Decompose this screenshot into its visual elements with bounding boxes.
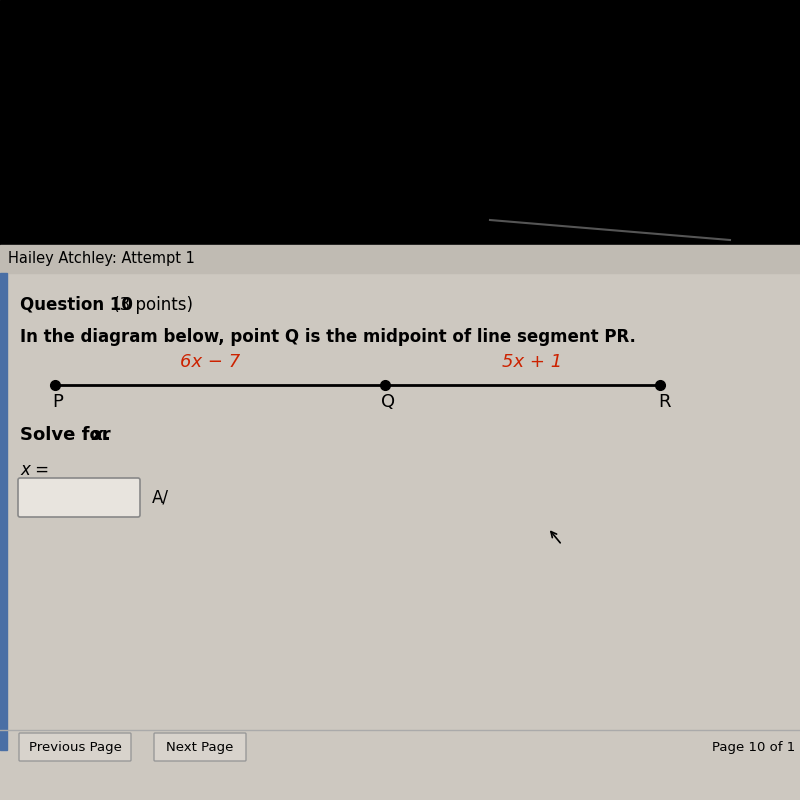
Text: .: . [103, 426, 110, 444]
Bar [0, 273, 7, 750]
Text: 5x + 1: 5x + 1 [502, 353, 562, 371]
Text: (3 points): (3 points) [108, 296, 193, 314]
Text: In the diagram below, point Q is the midpoint of line segment PR.: In the diagram below, point Q is the mid… [20, 328, 636, 346]
Text: Question 10: Question 10 [20, 296, 133, 314]
Text: x =: x = [20, 461, 49, 479]
Text: Previous Page: Previous Page [29, 741, 122, 754]
Text: Page 10 of 1: Page 10 of 1 [712, 741, 795, 754]
FancyBboxPatch shape [154, 733, 246, 761]
Text: Q: Q [381, 393, 395, 411]
Bar [0, 245, 800, 273]
Text: Solve for: Solve for [20, 426, 117, 444]
Text: A/: A/ [152, 489, 169, 507]
Text: Hailey Atchley: Attempt 1: Hailey Atchley: Attempt 1 [8, 251, 195, 266]
Text: R: R [658, 393, 670, 411]
FancyBboxPatch shape [18, 478, 140, 517]
Text: P: P [52, 393, 63, 411]
Text: Next Page: Next Page [166, 741, 234, 754]
Text: 6x − 7: 6x − 7 [180, 353, 240, 371]
Text: x: x [92, 426, 104, 444]
FancyBboxPatch shape [19, 733, 131, 761]
Bar [0, 0, 800, 245]
